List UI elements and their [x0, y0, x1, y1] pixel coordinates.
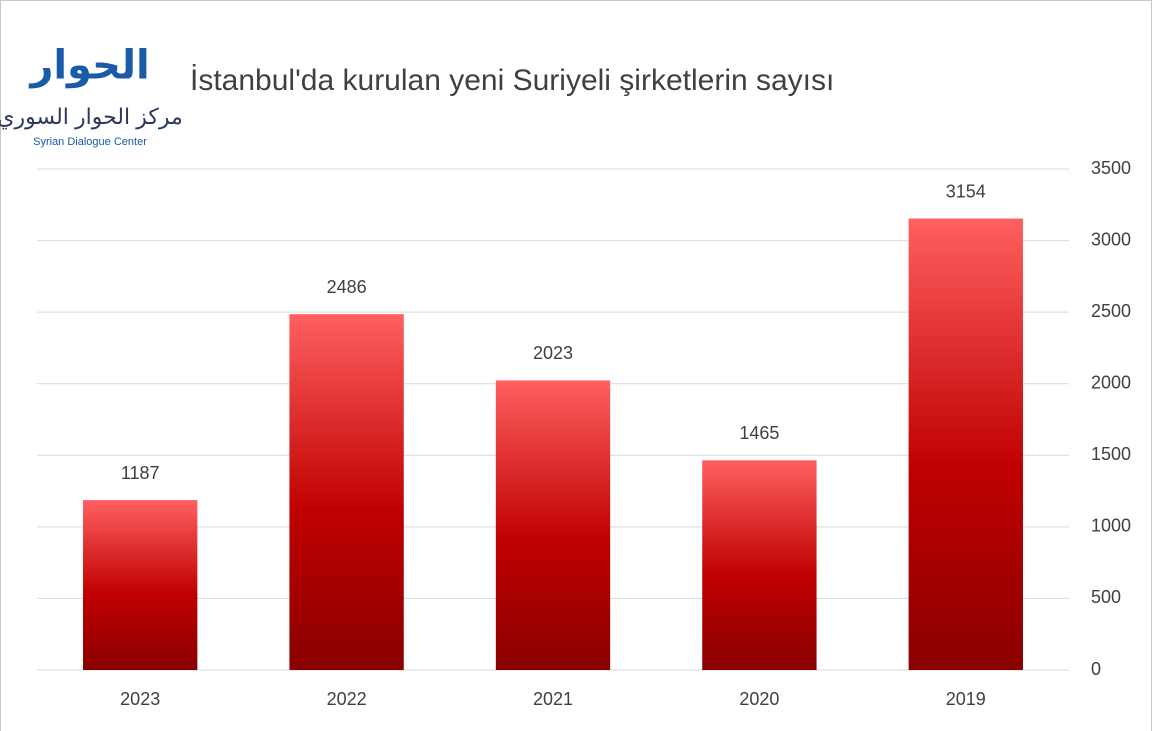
y-tick-label: 500: [1091, 587, 1121, 607]
logo-arabic: مركز الحوار السوري: [0, 104, 183, 129]
logo-mark: الحوار: [28, 44, 149, 89]
data-label: 1187: [121, 463, 160, 483]
x-tick-label: 2020: [739, 689, 779, 709]
bar: [908, 218, 1023, 670]
bar: [495, 380, 611, 670]
bar: [702, 460, 817, 670]
logo: الحوار مركز الحوار السوري Syrian Dialogu…: [0, 44, 183, 148]
y-tick-label: 1500: [1091, 444, 1131, 464]
data-label: 2023: [533, 343, 573, 363]
x-tick-label: 2023: [120, 689, 160, 709]
logo-english: Syrian Dialogue Center: [33, 136, 147, 148]
y-tick-label: 2000: [1091, 372, 1131, 392]
y-tick-label: 0: [1091, 659, 1101, 679]
data-label: 1465: [739, 423, 779, 443]
x-tick-label: 2019: [946, 689, 986, 709]
y-tick-label: 3000: [1091, 229, 1131, 249]
data-label: 2486: [327, 277, 367, 297]
y-tick-label: 2500: [1091, 301, 1131, 321]
x-tick-label: 2022: [327, 689, 367, 709]
bar: [289, 314, 404, 670]
chart-title: İstanbul'da kurulan yeni Suriyeli şirket…: [190, 64, 834, 97]
data-label: 3154: [946, 181, 986, 201]
y-tick-label: 1000: [1091, 516, 1131, 536]
bar: [83, 500, 198, 670]
x-tick-label: 2021: [533, 689, 573, 709]
y-tick-label: 3500: [1091, 158, 1131, 178]
